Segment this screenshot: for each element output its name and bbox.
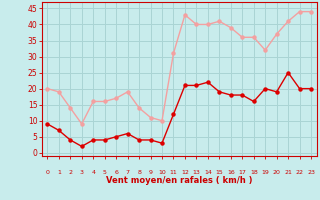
X-axis label: Vent moyen/en rafales ( km/h ): Vent moyen/en rafales ( km/h ) xyxy=(106,176,252,185)
